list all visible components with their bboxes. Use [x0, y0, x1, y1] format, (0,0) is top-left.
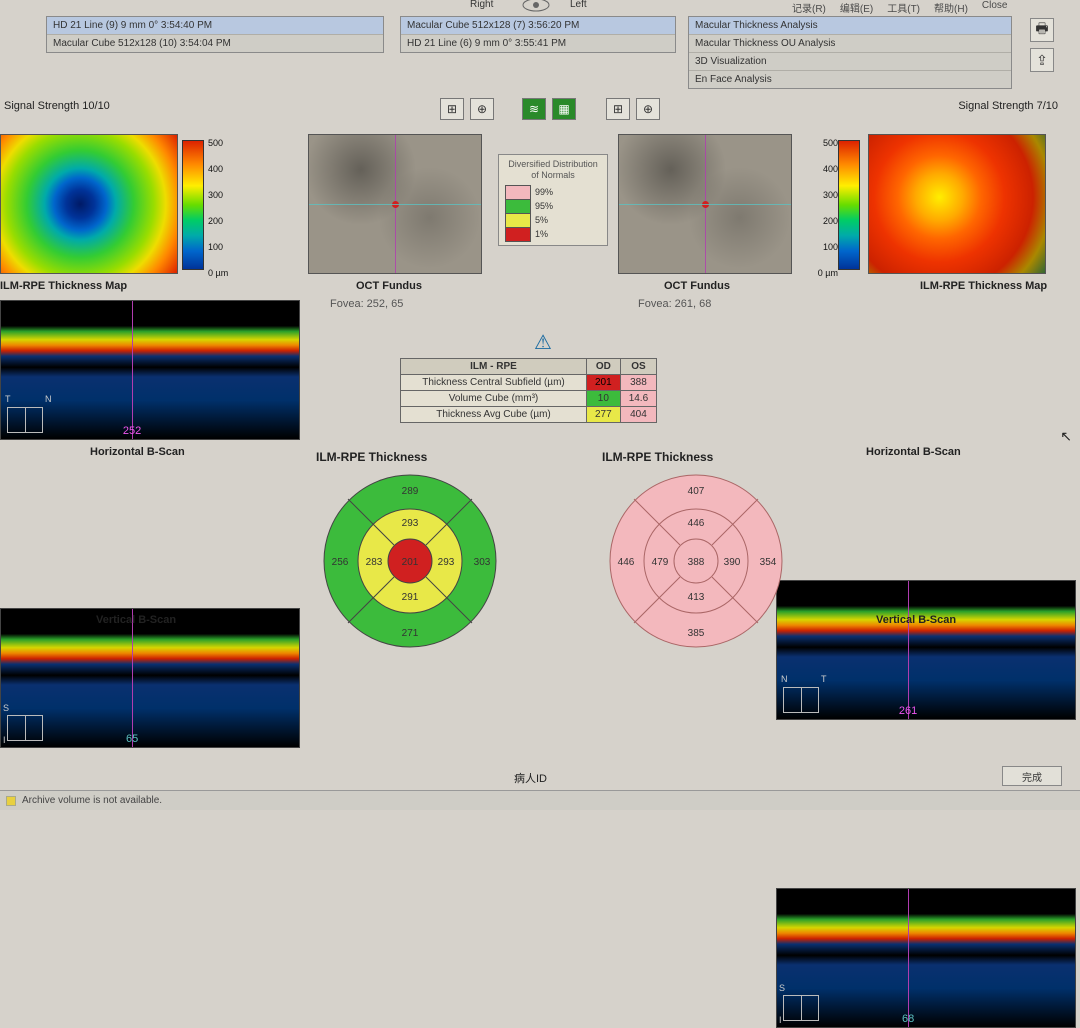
done-button[interactable]: 完成	[1002, 766, 1062, 786]
vbscan-label: Vertical B-Scan	[876, 614, 956, 626]
print-icon[interactable]: 🖶	[1030, 18, 1054, 42]
menu-close[interactable]: Close	[982, 0, 1008, 12]
svg-text:390: 390	[724, 557, 741, 568]
etdrs-grid-os[interactable]: 388 446 413 479 390 407 385 446 354	[596, 468, 796, 654]
eye-icon	[522, 0, 550, 12]
menu-record[interactable]: 记录(R)	[792, 0, 826, 12]
export-icon[interactable]: ⇪	[1030, 48, 1054, 72]
etdrs-title-od: ILM-RPE Thickness	[316, 450, 427, 464]
svg-text:385: 385	[688, 628, 705, 639]
svg-text:303: 303	[474, 557, 491, 568]
etdrs-grid-od[interactable]: 201 293 291 283 293 289 271 256 303	[310, 468, 510, 654]
svg-text:388: 388	[688, 557, 705, 568]
signal-strength-od: Signal Strength 10/10	[4, 100, 110, 112]
svg-text:293: 293	[402, 518, 419, 529]
analysis-list[interactable]: Macular Thickness Analysis Macular Thick…	[688, 16, 1012, 89]
menu-help[interactable]: 帮助(H)	[934, 0, 968, 12]
fovea-os: Fovea: 261, 68	[638, 298, 711, 310]
scan-row[interactable]: Macular Cube 512x128 (10) 3:54:04 PM	[47, 35, 383, 52]
eye-left-label: Left	[570, 0, 587, 10]
svg-text:407: 407	[688, 486, 705, 497]
eye-right-label: Right	[470, 0, 493, 10]
status-text: Archive volume is not available.	[22, 795, 162, 806]
horizontal-bscan-od[interactable]: T N 252	[0, 300, 300, 440]
thickness-map-title: ILM-RPE Thickness Map	[920, 280, 1047, 292]
vertical-bscan-os[interactable]: S I 68	[776, 888, 1076, 1028]
colorbar-os	[838, 140, 860, 270]
etdrs-title-os: ILM-RPE Thickness	[602, 450, 713, 464]
analysis-row[interactable]: Macular Thickness Analysis	[689, 17, 1011, 35]
menu-edit[interactable]: 编辑(E)	[840, 0, 873, 12]
patient-id-label: 病人ID	[514, 770, 547, 786]
fundus-title: OCT Fundus	[356, 280, 422, 292]
svg-text:271: 271	[402, 628, 419, 639]
scan-list-right[interactable]: HD 21 Line (9) 9 mm 0° 3:54:40 PM Macula…	[46, 16, 384, 53]
target-icon[interactable]: ⊕	[470, 98, 494, 120]
colorbar-od	[182, 140, 204, 270]
fovea-od: Fovea: 252, 65	[330, 298, 403, 310]
analysis-row[interactable]: Macular Thickness OU Analysis	[689, 35, 1011, 53]
cursor-icon: ↖	[1060, 428, 1072, 445]
svg-text:413: 413	[688, 592, 705, 603]
svg-text:446: 446	[688, 518, 705, 529]
svg-text:354: 354	[760, 557, 777, 568]
menubar: 记录(R) 编辑(E) 工具(T) 帮助(H) Close	[792, 0, 1007, 12]
hbscan-label: Horizontal B-Scan	[866, 446, 961, 458]
horizontal-bscan-os[interactable]: N T 261	[776, 580, 1076, 720]
svg-text:291: 291	[402, 592, 419, 603]
layers-icon[interactable]: ≋	[522, 98, 546, 120]
svg-text:289: 289	[402, 486, 419, 497]
thickness-map-od[interactable]	[0, 134, 178, 274]
signal-strength-os: Signal Strength 7/10	[958, 100, 1058, 112]
orient-box	[7, 715, 43, 741]
scan-row[interactable]: HD 21 Line (9) 9 mm 0° 3:54:40 PM	[47, 17, 383, 35]
menu-tools[interactable]: 工具(T)	[887, 0, 920, 12]
thickness-map-os[interactable]	[868, 134, 1046, 274]
svg-text:201: 201	[402, 557, 419, 568]
orient-box	[783, 687, 819, 713]
fundus-title: OCT Fundus	[664, 280, 730, 292]
scan-row[interactable]: HD 21 Line (6) 9 mm 0° 3:55:41 PM	[401, 35, 675, 52]
svg-text:446: 446	[618, 557, 635, 568]
svg-text:283: 283	[366, 557, 383, 568]
ilm-rpe-table: ILM - RPE OD OS Thickness Central Subfie…	[400, 358, 657, 423]
orient-box	[783, 995, 819, 1021]
grid-green-icon[interactable]: ▦	[552, 98, 576, 120]
orient-box	[7, 407, 43, 433]
analysis-row[interactable]: En Face Analysis	[689, 71, 1011, 88]
target-icon[interactable]: ⊕	[636, 98, 660, 120]
status-warn-icon	[6, 796, 16, 806]
scan-list-left[interactable]: Macular Cube 512x128 (7) 3:56:20 PM HD 2…	[400, 16, 676, 53]
vertical-bscan-od[interactable]: S I 65	[0, 608, 300, 748]
svg-text:293: 293	[438, 557, 455, 568]
oct-fundus-os[interactable]	[618, 134, 792, 274]
vbscan-label: Vertical B-Scan	[96, 614, 176, 626]
distribution-legend: Diversified Distribution of Normals 99% …	[498, 154, 608, 246]
scan-row[interactable]: Macular Cube 512x128 (7) 3:56:20 PM	[401, 17, 675, 35]
analysis-row[interactable]: 3D Visualization	[689, 53, 1011, 71]
hbscan-label: Horizontal B-Scan	[90, 446, 185, 458]
warning-icon: ⚠	[534, 330, 552, 355]
grid-icon[interactable]: ⊞	[606, 98, 630, 120]
grid-icon[interactable]: ⊞	[440, 98, 464, 120]
oct-fundus-od[interactable]	[308, 134, 482, 274]
svg-text:479: 479	[652, 557, 669, 568]
status-bar: Archive volume is not available.	[0, 790, 1080, 810]
thickness-map-title: ILM-RPE Thickness Map	[0, 280, 127, 292]
svg-text:256: 256	[332, 557, 349, 568]
